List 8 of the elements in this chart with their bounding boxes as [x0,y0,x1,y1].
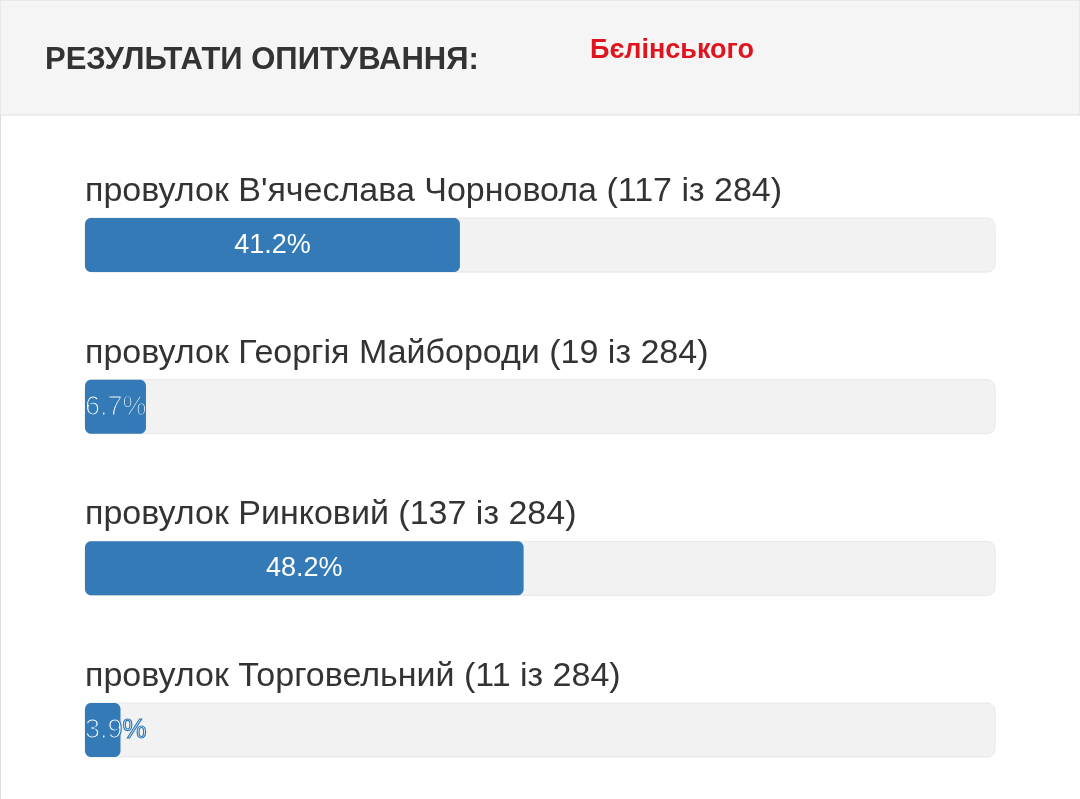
data-label: 41.2% [234,229,311,259]
y-tick-label: провулок Георгія Майбороди (19 із 284) [85,331,709,370]
chart-subtitle: Бєлінського [590,34,754,64]
y-tick-label: провулок Ринковий (137 із 284) [85,493,577,532]
chart-title: РЕЗУЛЬТАТИ ОПИТУВАННЯ: [45,41,479,76]
y-tick-label: провулок В'ячеслава Чорновола (117 із 284) [85,170,783,208]
y-tick-label: провулок Торговельний (11 із 284) [85,655,621,693]
data-label: 48.2% [266,552,343,583]
